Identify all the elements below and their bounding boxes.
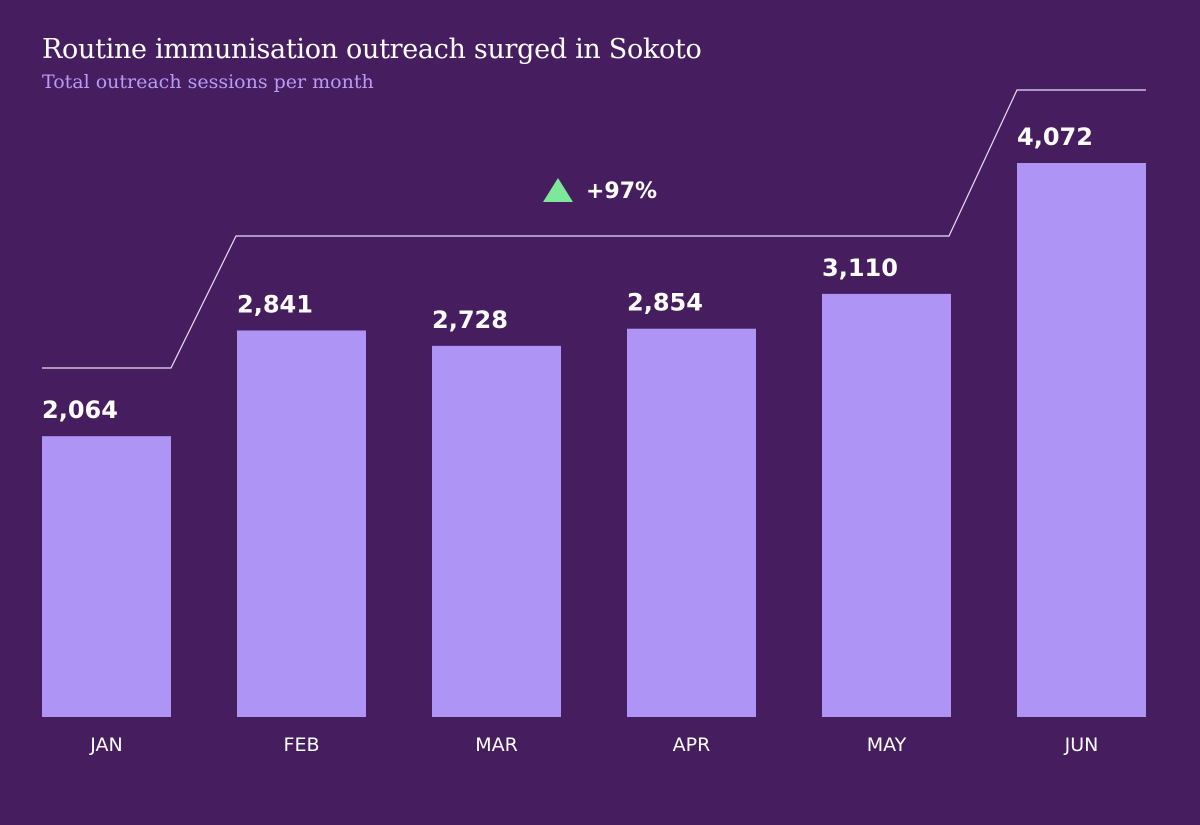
x-axis-tick-labels: JAN FEB MAR APR MAY JUN (89, 734, 1098, 756)
bar-feb (237, 330, 366, 717)
value-label-jun: 4,072 (1017, 123, 1093, 151)
chart-title: Routine immunisation outreach surged in … (42, 34, 702, 65)
change-annotation: +97% (42, 89, 1146, 369)
bar-apr (627, 328, 756, 717)
tick-label-feb: FEB (284, 734, 320, 756)
value-label-jan: 2,064 (42, 396, 118, 424)
up-triangle-icon (543, 178, 573, 202)
tick-label-may: MAY (867, 734, 907, 756)
bar-may (822, 293, 951, 717)
value-label-feb: 2,841 (237, 290, 313, 318)
tick-label-jan: JAN (89, 734, 122, 756)
bars-group (42, 163, 1146, 717)
change-percent-label: +97% (586, 179, 657, 204)
value-label-apr: 2,854 (627, 289, 703, 317)
value-labels-group: 2,064 2,841 2,728 2,854 3,110 4,072 (42, 123, 1093, 424)
bar-mar (432, 345, 561, 717)
value-label-mar: 2,728 (432, 306, 508, 334)
tick-label-mar: MAR (475, 734, 518, 756)
tick-label-apr: APR (673, 734, 711, 756)
bar-jan (42, 436, 171, 717)
value-label-may: 3,110 (822, 254, 898, 282)
chart-subtitle: Total outreach sessions per month (42, 71, 374, 93)
bar-jun (1017, 163, 1146, 717)
change-bracket-line (42, 89, 1146, 369)
tick-label-jun: JUN (1064, 734, 1099, 756)
